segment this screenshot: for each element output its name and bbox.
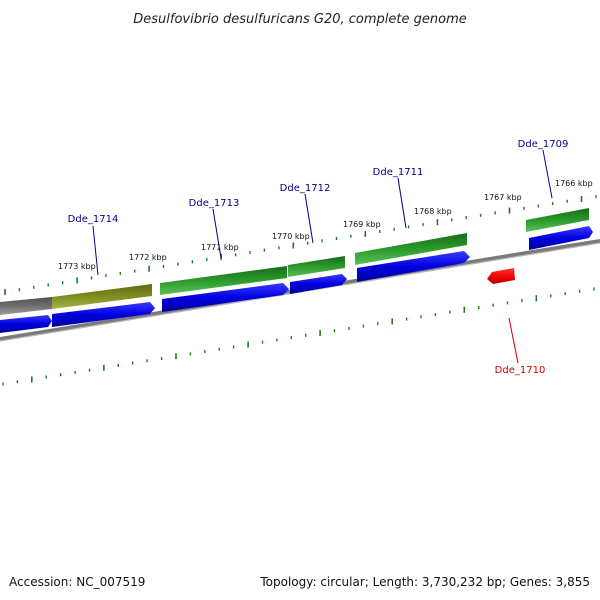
gene-label-dde-1712[interactable]: Dde_1712 <box>280 183 331 194</box>
tick-rows <box>2 195 597 386</box>
genome-summary-text: Topology: circular; Length: 3,730,232 bp… <box>259 575 590 589</box>
gene-block-green[interactable] <box>355 233 467 265</box>
gene-labels: Dde_1714 Dde_1713 Dde_1712 Dde_1711 Dde_… <box>68 139 569 376</box>
cds-arrow-blue[interactable] <box>52 302 155 327</box>
cds-arrow-blue[interactable] <box>0 315 52 333</box>
tick-label: 1768 kbp <box>414 207 452 216</box>
gene-block-green[interactable] <box>288 256 345 277</box>
gene-label-dde-1713[interactable]: Dde_1713 <box>189 198 240 209</box>
cds-arrow-blue[interactable] <box>357 251 470 282</box>
tick-label: 1771 kbp <box>201 243 239 252</box>
tick-label: 1772 kbp <box>129 253 167 262</box>
tick-label: 1773 kbp <box>58 262 96 271</box>
cds-arrow-red[interactable] <box>487 268 515 284</box>
tick-label: 1766 kbp <box>555 179 593 188</box>
label-callouts <box>92 149 553 364</box>
gene-block-gray[interactable] <box>0 297 52 315</box>
accession-text: Accession: NC_007519 <box>9 575 145 589</box>
gene-block-green[interactable] <box>526 208 589 232</box>
tick-labels: 1773 kbp 1772 kbp 1771 kbp 1770 kbp 1769… <box>58 179 593 271</box>
tick-label: 1769 kbp <box>343 220 381 229</box>
gene-label-dde-1711[interactable]: Dde_1711 <box>373 167 424 178</box>
cds-arrow-blue[interactable] <box>290 274 347 294</box>
cds-arrow-blue[interactable] <box>162 283 289 312</box>
gene-label-dde-1709[interactable]: Dde_1709 <box>518 139 569 150</box>
gene-block-olive[interactable] <box>52 284 152 309</box>
tick-label: 1770 kbp <box>272 232 310 241</box>
tick-label: 1767 kbp <box>484 193 522 202</box>
gene-track-outer <box>0 208 589 315</box>
cds-track-inner <box>0 226 593 333</box>
gene-block-green[interactable] <box>160 266 287 295</box>
map-title: Desulfovibrio desulfuricans G20, complet… <box>133 12 467 27</box>
cds-arrow-blue[interactable] <box>529 226 593 250</box>
gene-label-dde-1714[interactable]: Dde_1714 <box>68 214 119 225</box>
gene-label-dde-1710[interactable]: Dde_1710 <box>495 365 546 376</box>
